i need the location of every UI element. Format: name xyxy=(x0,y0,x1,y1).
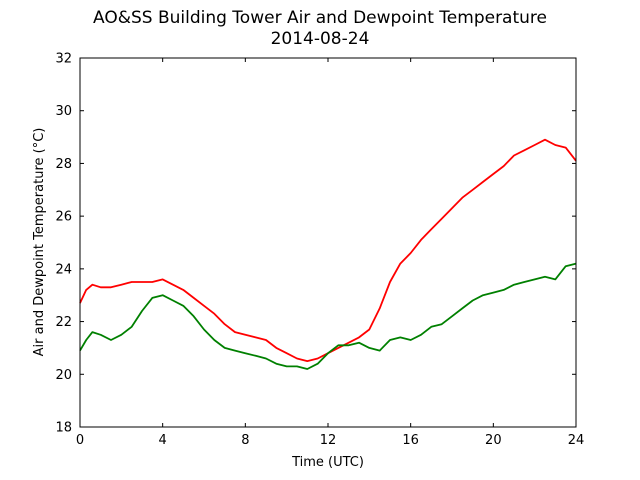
plot-frame xyxy=(79,57,577,428)
y-tick-label-2: 22 xyxy=(55,315,72,330)
y-tick-label-3: 24 xyxy=(55,262,72,277)
x-tick-label-1: 4 xyxy=(159,433,167,448)
y-tick-label-0: 18 xyxy=(55,421,72,436)
x-tick-label-4: 16 xyxy=(402,433,419,448)
y-tick-label-4: 26 xyxy=(55,210,72,225)
chart-title: AO&SS Building Tower Air and Dewpoint Te… xyxy=(92,8,547,28)
y-tick-label-1: 20 xyxy=(55,368,72,383)
series-line-1 xyxy=(79,262,577,370)
y-tick-label-6: 30 xyxy=(55,104,72,119)
y-tick-label-5: 28 xyxy=(55,157,72,172)
x-axis-label: Time (UTC) xyxy=(291,455,364,470)
chart-subtitle: 2014-08-24 xyxy=(270,29,370,49)
y-axis-label: Air and Dewpoint Temperature (°C) xyxy=(32,128,47,357)
x-tick-label-2: 8 xyxy=(241,433,249,448)
y-tick-label-7: 32 xyxy=(55,52,72,67)
x-tick-label-0: 0 xyxy=(76,433,84,448)
x-tick-label-3: 12 xyxy=(320,433,337,448)
x-tick-label-5: 20 xyxy=(485,433,502,448)
series-line-0 xyxy=(79,138,577,363)
x-tick-label-6: 24 xyxy=(568,433,585,448)
